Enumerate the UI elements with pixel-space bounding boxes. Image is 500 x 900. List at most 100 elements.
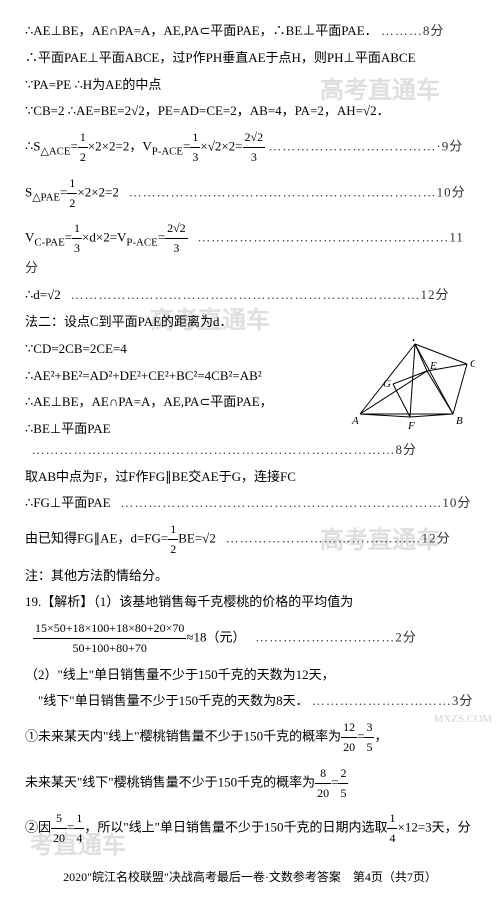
- score: …………………………3分: [312, 693, 474, 708]
- denominator: 3: [190, 148, 200, 167]
- subscript: P-ACE: [152, 145, 183, 157]
- numerator: 8: [315, 764, 331, 784]
- text-line: ①未来某天内"线上"樱桃销售量不少于150千克的概率为1220=35，: [25, 718, 475, 757]
- fraction: 13: [190, 128, 200, 167]
- math-text: ×2×2=2，V: [88, 139, 152, 154]
- score: ………8分: [381, 23, 445, 38]
- math-text: ∴S: [25, 139, 41, 154]
- math-text: =: [60, 184, 67, 199]
- text-line: ∴BE⊥平面PAE ……………………………………………………………………8分: [25, 419, 475, 461]
- numerator: 1: [74, 809, 84, 829]
- denominator: 4: [387, 829, 397, 848]
- numerator: 2√2: [165, 219, 188, 239]
- text-line: 取AB中点为F，过F作FG∥BE交AE于G，连接FC: [25, 467, 475, 488]
- text-line: VC-PAE=13×d×2=VP-ACE=2√23 ………………………………………: [25, 219, 475, 279]
- math-text: =: [183, 139, 190, 154]
- math-text: BE=√2: [178, 531, 216, 546]
- text-line: ∴AE⊥BE，AE∩PA=A，AE,PA⊂平面PAE，: [25, 392, 475, 413]
- fraction: 1220: [341, 718, 357, 757]
- math-text: 由已知得FG∥AE，d=FG=: [25, 531, 168, 546]
- text-line: ②因520=14，所以"线上"单日销售量不少于150千克的日期内选取14×12=…: [25, 809, 475, 848]
- math-text: =: [71, 139, 78, 154]
- fraction: 820: [315, 764, 331, 803]
- math-text: =: [158, 230, 165, 245]
- text-line: 由已知得FG∥AE，d=FG=12BE=√2 ……………………………………12分: [25, 520, 475, 559]
- math-text: 未来某天"线下"樱桃销售量不少于150千克的概率为: [25, 774, 315, 789]
- text-line: ∴AE⊥BE，AE∩PA=A，AE,PA⊂平面PAE，∴BE⊥平面PAE． ………: [25, 21, 475, 42]
- fraction: 14: [74, 809, 84, 848]
- denominator: 3: [243, 148, 266, 167]
- numerator: 1: [168, 520, 178, 540]
- text-line: ∵CD=2CB=2CE=4: [25, 339, 475, 360]
- fraction: 35: [364, 718, 374, 757]
- text-line: "线下"单日销售量不少于150千克的天数为8天． …………………………3分: [25, 691, 475, 712]
- fraction: 2√23: [243, 128, 266, 167]
- numerator: 15×50+18×100+18×80+20×70: [33, 619, 186, 639]
- math-text: =: [331, 774, 338, 789]
- fraction: 13: [72, 219, 82, 258]
- denominator: 20: [51, 829, 67, 848]
- fraction: 25: [338, 764, 348, 803]
- math-text: ∴BE⊥平面PAE: [25, 421, 111, 436]
- site-watermark: MXZS.COM: [434, 713, 492, 725]
- text-line: ∴d=√2 …………………………………………………………………12分: [25, 285, 475, 306]
- text-line: 未来某天"线下"樱桃销售量不少于150千克的概率为820=25: [25, 764, 475, 803]
- numerator: 2: [338, 764, 348, 784]
- text-line: 15×50+18×100+18×80+20×7050+100+80+70≈18（…: [25, 619, 475, 658]
- denominator: 4: [74, 829, 84, 848]
- subscript: C-PAE: [34, 236, 64, 248]
- numerator: 1: [67, 174, 77, 194]
- denominator: 2: [78, 148, 88, 167]
- denominator: 5: [364, 738, 374, 757]
- score: ……………………………………12分: [226, 531, 451, 546]
- numerator: 1: [190, 128, 200, 148]
- fraction: 15×50+18×100+18×80+20×7050+100+80+70: [33, 619, 186, 658]
- math-text: ×√2×2=: [200, 139, 242, 154]
- fraction: 2√23: [165, 219, 188, 258]
- denominator: 2: [168, 540, 178, 559]
- text-line: ∴平面PAE⊥平面ABCE，过P作PH垂直AE于点H，则PH⊥平面ABCE: [25, 48, 475, 69]
- text-line: S△PAE=12×2×2=2 …………………………………………………………10分: [25, 174, 475, 213]
- score: …………………………………………………………10分: [129, 184, 466, 199]
- denominator: 5: [338, 784, 348, 803]
- score: ……………………………………………………………10分: [120, 495, 471, 510]
- score: …………………………2分: [255, 630, 417, 645]
- math-text: =: [357, 729, 364, 744]
- math-text: ，所以"线上"单日销售量不少于150千克的日期内选取: [84, 820, 387, 835]
- math-text: =: [65, 230, 72, 245]
- math-text: ∴d=√2: [25, 287, 61, 302]
- score: ……………………………………………………………………8分: [32, 442, 418, 457]
- denominator: 20: [315, 784, 331, 803]
- denominator: 3: [72, 239, 82, 258]
- subscript: △PAE: [32, 191, 60, 203]
- math-text: ∴FG⊥平面PAE: [25, 495, 111, 510]
- math-text: ×12=3天，分: [397, 820, 470, 835]
- numerator: 1: [72, 219, 82, 239]
- text-line: ∵PA=PE ∴H为AE的中点: [25, 75, 475, 96]
- text-line: ∴S△ACE=12×2×2=2，VP-ACE=13×√2×2=2√23 ……………: [25, 128, 475, 167]
- numerator: 5: [51, 809, 67, 829]
- fraction: 12: [67, 174, 77, 213]
- math-text: =: [67, 820, 74, 835]
- score: ………………………………·9分: [268, 139, 463, 154]
- denominator: 2: [67, 194, 77, 213]
- fraction: 12: [168, 520, 178, 559]
- numerator: 3: [364, 718, 374, 738]
- fraction: 520: [51, 809, 67, 848]
- math-text: ，: [374, 729, 387, 744]
- subscript: P-ACE: [126, 236, 157, 248]
- denominator: 3: [165, 239, 188, 258]
- text-line: ∴FG⊥平面PAE ……………………………………………………………10分: [25, 493, 475, 514]
- text-line: 法二：设点C到平面PAE的距离为d．: [25, 312, 475, 333]
- math-text: ≈18（元）: [186, 630, 245, 645]
- numerator: 12: [341, 718, 357, 738]
- math-text: ×d×2=V: [82, 230, 126, 245]
- denominator: 50+100+80+70: [33, 639, 186, 658]
- score: …………………………………………………………………12分: [71, 287, 450, 302]
- text-line: ∴AE²+BE²=AD²+DE²+CE²+BC²=4CB²=AB²: [25, 366, 475, 387]
- text-line: 注：其他方法酌情给分。: [25, 566, 475, 587]
- math-text: ②因: [25, 820, 51, 835]
- subscript: △ACE: [41, 145, 71, 157]
- math-text: "线下"单日销售量不少于150千克的天数为8天．: [38, 693, 309, 708]
- numerator: 1: [387, 809, 397, 829]
